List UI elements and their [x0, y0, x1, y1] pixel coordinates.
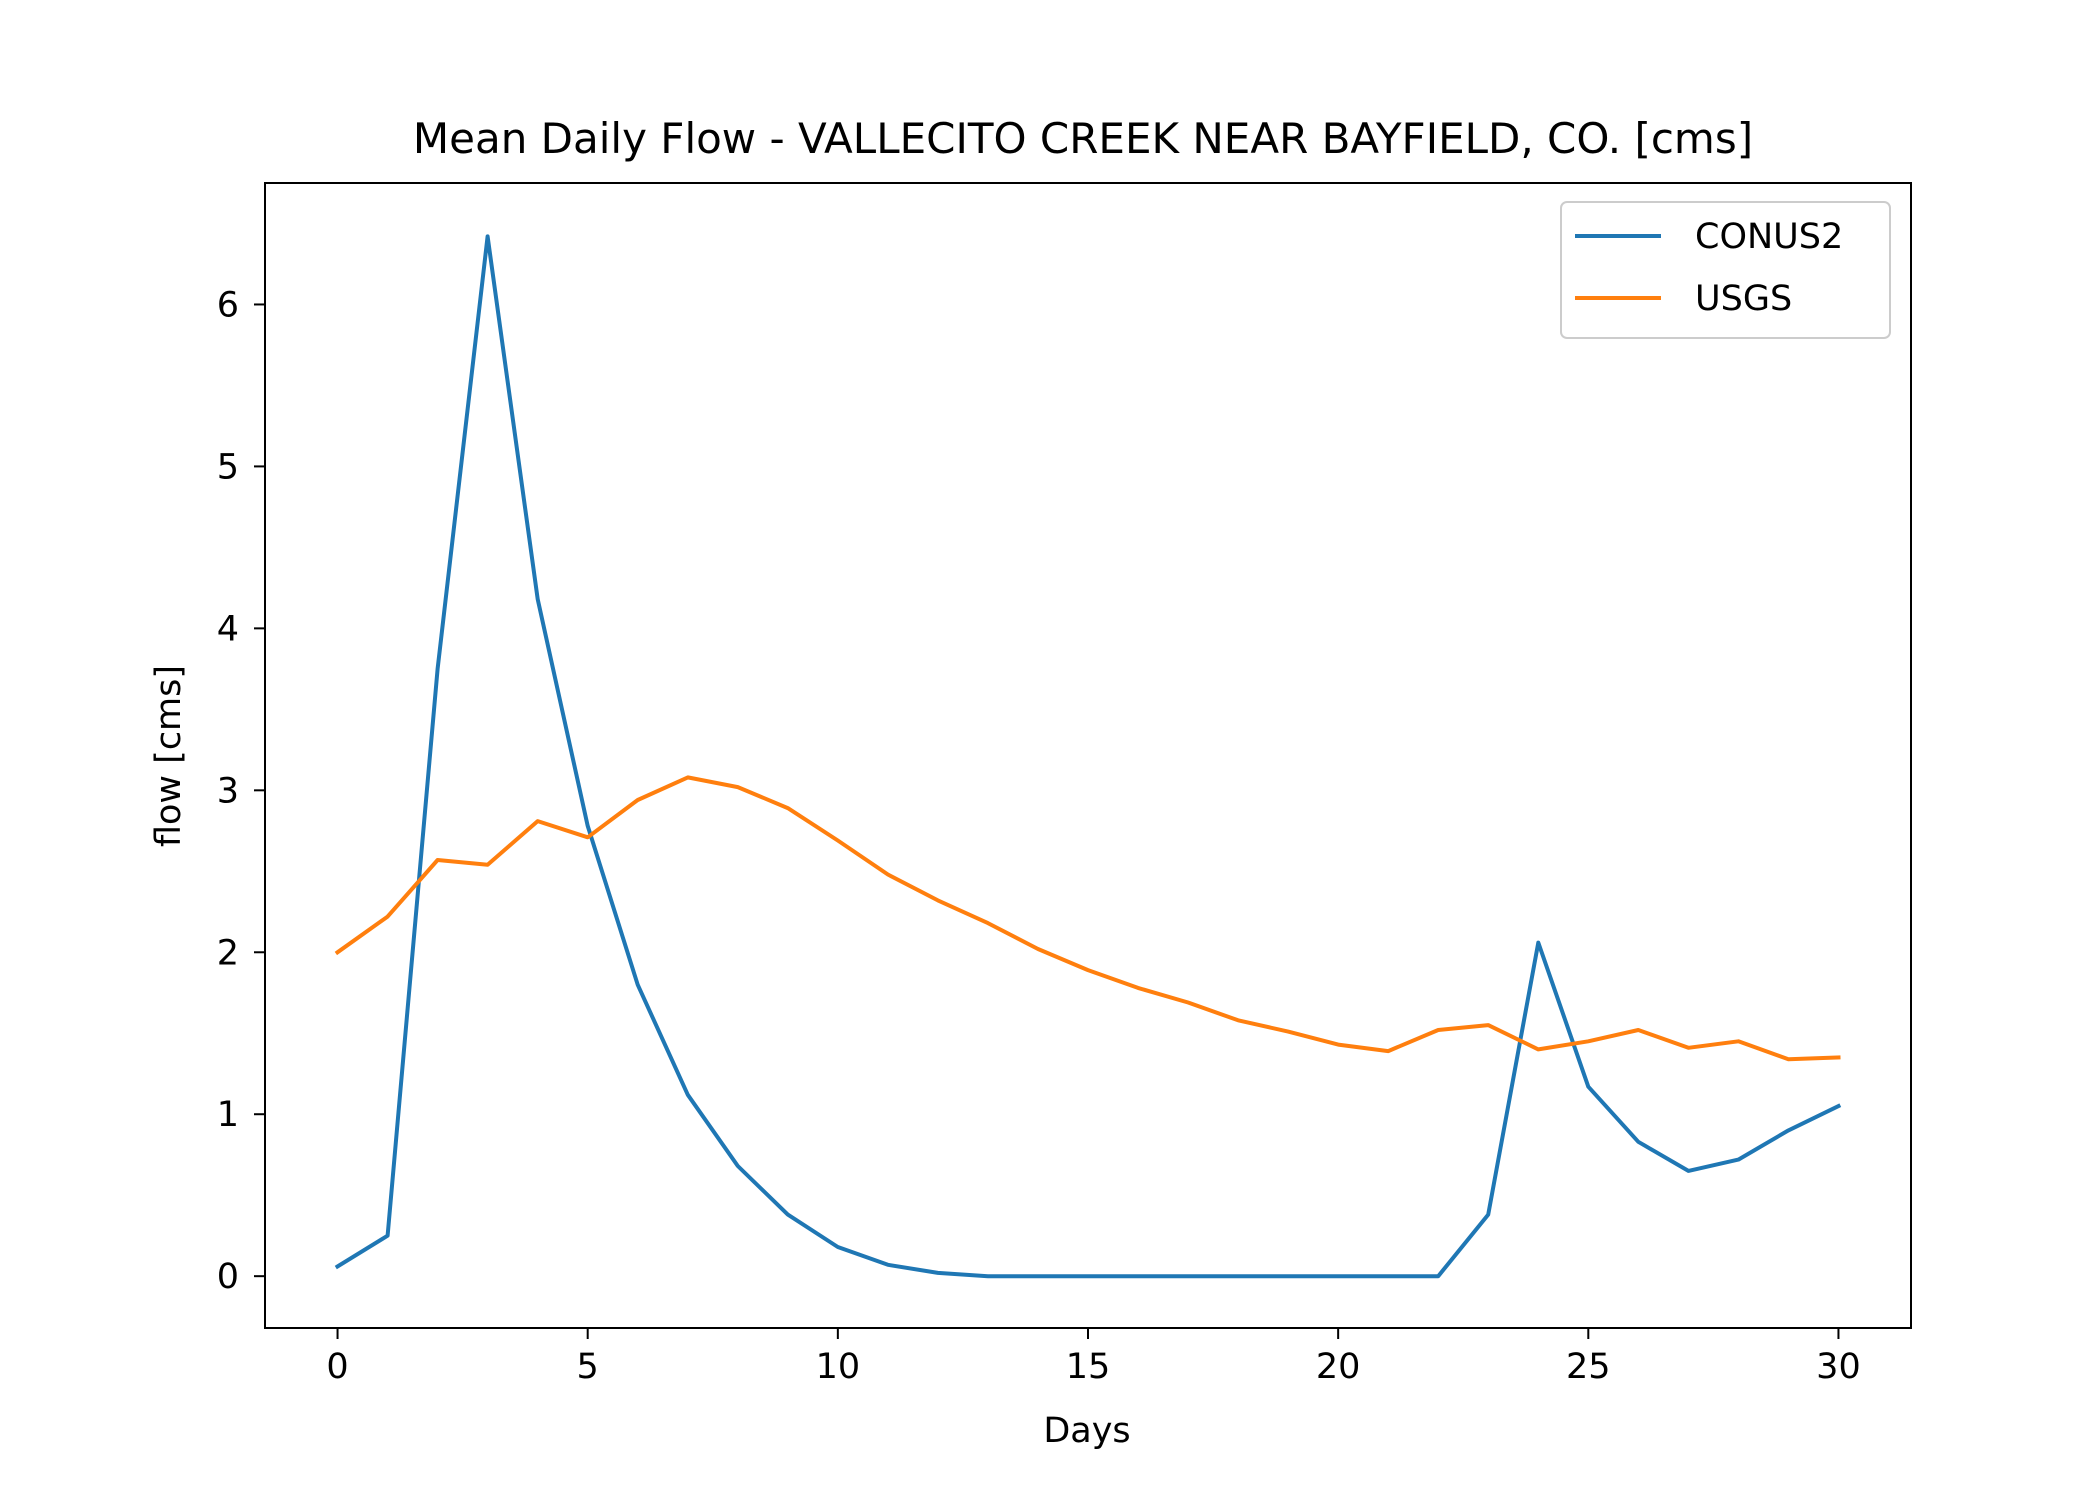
x-tick-label: 20 — [1316, 1347, 1361, 1387]
y-tick-label: 3 — [217, 771, 239, 811]
chart-title: Mean Daily Flow - VALLECITO CREEK NEAR B… — [413, 114, 1753, 163]
x-tick-label: 30 — [1816, 1347, 1861, 1387]
x-axis-label: Days — [1043, 1411, 1130, 1451]
y-tick-label: 1 — [217, 1095, 239, 1135]
y-axis-ticks: 0 1 2 3 4 5 6 — [217, 285, 265, 1297]
x-tick-label: 15 — [1066, 1347, 1111, 1387]
series-line-conus2 — [334, 234, 1842, 1279]
y-tick-label: 0 — [217, 1257, 239, 1297]
axes-frame — [264, 182, 1912, 1329]
y-tick-label: 2 — [217, 933, 239, 973]
legend: CONUS2 USGS — [1560, 201, 1891, 339]
x-tick-label: 10 — [816, 1347, 861, 1387]
x-tick-label: 25 — [1566, 1347, 1611, 1387]
y-axis-label: flow [cms] — [149, 665, 189, 847]
x-tick-label: 5 — [577, 1347, 599, 1387]
y-tick-label: 6 — [217, 285, 239, 325]
y-tick-label: 4 — [217, 609, 239, 649]
series-line-usgs — [334, 775, 1841, 1062]
series-lines — [334, 234, 1842, 1279]
legend-label-usgs: USGS — [1695, 279, 1792, 319]
x-axis-ticks: 0 5 10 15 20 25 30 — [326, 1328, 1861, 1387]
y-tick-label: 5 — [217, 447, 239, 487]
legend-label-conus2: CONUS2 — [1695, 217, 1843, 257]
x-tick-label: 0 — [326, 1347, 348, 1387]
